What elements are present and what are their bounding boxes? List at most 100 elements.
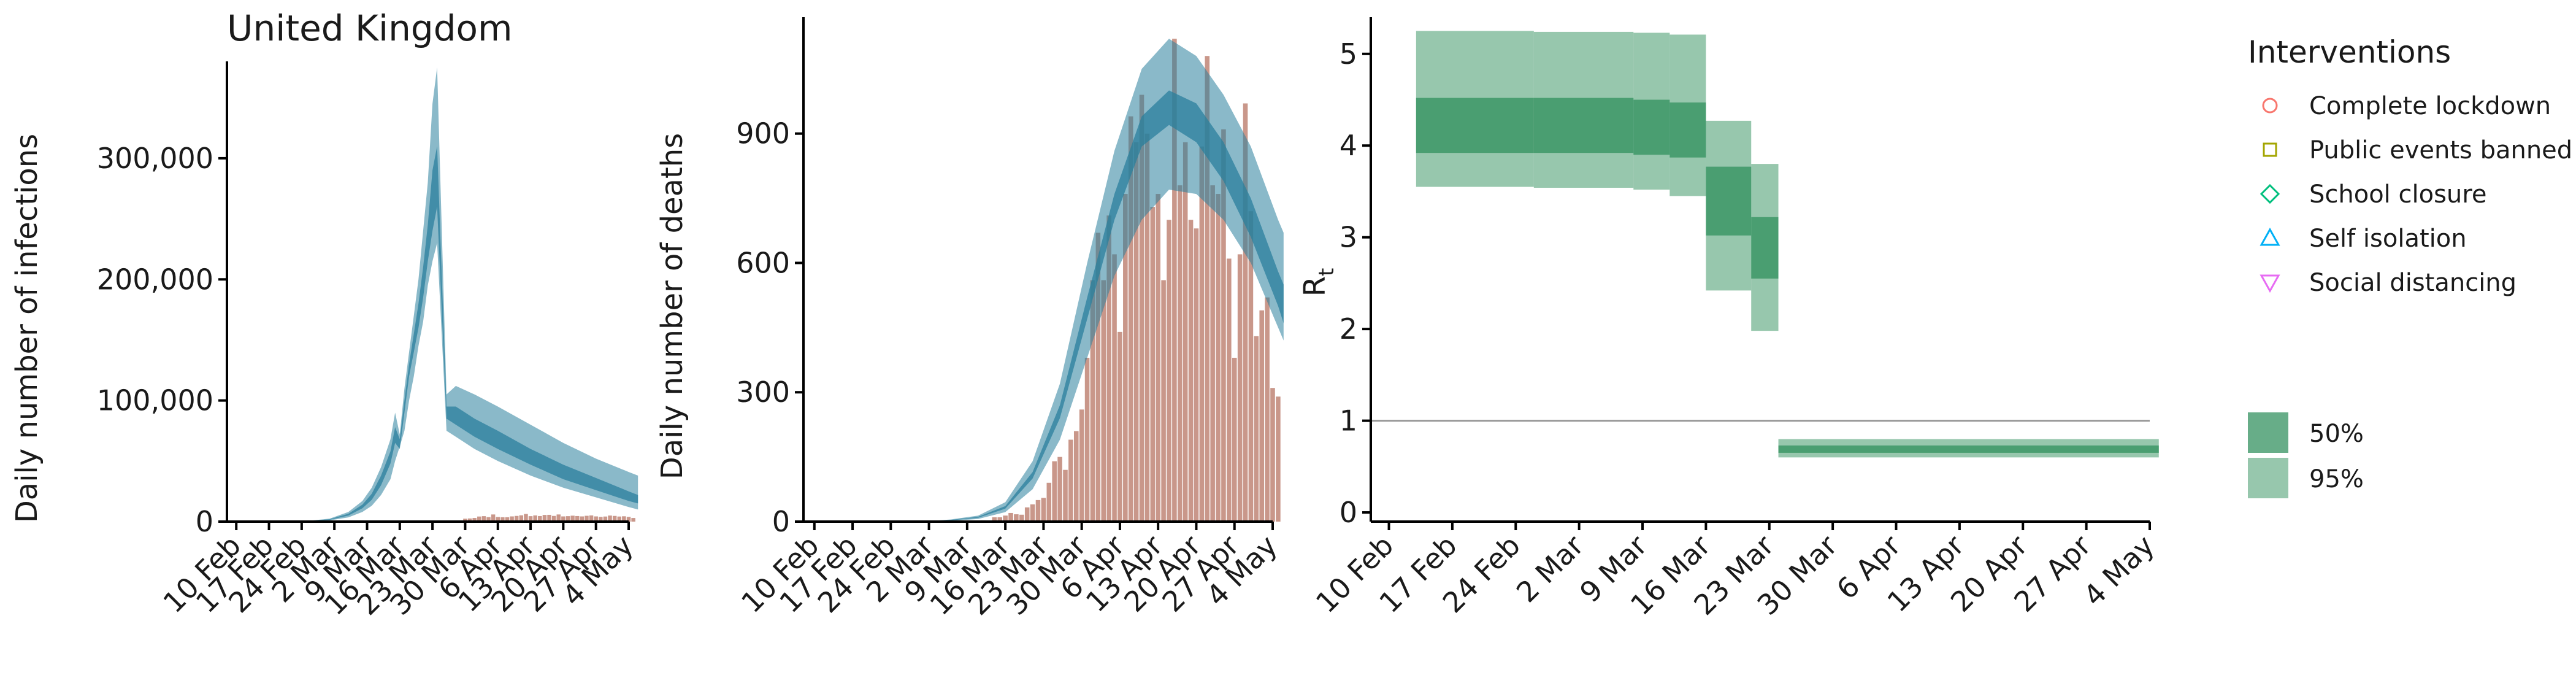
- observed-bar: [1199, 146, 1205, 522]
- rt-band-50: [1751, 217, 1779, 279]
- observed-bar: [561, 516, 565, 522]
- observed-bar: [1123, 194, 1128, 522]
- observed-bar: [491, 514, 496, 522]
- observed-bar: [1232, 358, 1237, 522]
- observed-bar: [1024, 507, 1030, 522]
- x-tick-label: 2 Mar: [1510, 529, 1590, 609]
- observed-bar: [1106, 215, 1111, 522]
- rt-band-50: [1416, 98, 1534, 153]
- observed-bar: [1073, 431, 1079, 522]
- legend-ci-swatch: [2248, 458, 2288, 498]
- x-tick-label: 4 May: [2077, 529, 2160, 612]
- observed-bar: [997, 517, 1003, 522]
- rt-band-50: [1533, 98, 1634, 153]
- y-tick-label: 300,000: [97, 142, 213, 175]
- observed-bar: [570, 515, 575, 522]
- observed-bar: [1161, 280, 1166, 522]
- y-tick-label: 600: [736, 246, 790, 279]
- observed-bar: [524, 514, 528, 522]
- legend-symbol-triangle-up: [2260, 227, 2280, 246]
- observed-bar: [1101, 280, 1106, 522]
- observed-bar: [1270, 388, 1275, 522]
- y-tick-label: 200,000: [97, 263, 213, 296]
- legend-item-label: Social distancing: [2309, 269, 2517, 297]
- observed-bar: [585, 515, 589, 522]
- y-axis-label: Rt: [1298, 268, 1339, 297]
- observed-bar: [528, 516, 533, 522]
- observed-bar: [1041, 498, 1046, 522]
- rt-band-50: [1669, 102, 1706, 158]
- observed-bar: [542, 515, 547, 522]
- observed-bar: [1243, 103, 1248, 522]
- observed-bar: [1205, 56, 1210, 522]
- observed-bar: [1035, 500, 1041, 522]
- observed-bar: [556, 514, 561, 522]
- observed-bar: [1133, 142, 1139, 522]
- legend-symbol-square: [2263, 142, 2277, 157]
- legend-item-label: School closure: [2309, 180, 2486, 209]
- observed-bar: [481, 516, 486, 522]
- legend-ci-swatch: [2248, 412, 2288, 453]
- legend-ci-label: 50%: [2309, 420, 2364, 448]
- observed-bar: [1221, 129, 1226, 522]
- observed-bar: [551, 515, 556, 522]
- observed-bar: [1177, 185, 1183, 522]
- observed-bar: [1063, 469, 1068, 522]
- y-tick-label: 0: [1340, 496, 1357, 529]
- rt-band-50: [1778, 445, 2159, 453]
- y-tick-label: 100,000: [97, 384, 213, 417]
- rt-band-50: [1706, 166, 1752, 236]
- observed-bar: [1112, 254, 1117, 522]
- chart-title: United Kingdom: [227, 7, 513, 49]
- y-tick-label: 4: [1340, 129, 1357, 162]
- observed-bar: [1117, 331, 1122, 522]
- observed-bar: [1188, 220, 1194, 522]
- legend: Interventions Complete lockdown Public eve…: [2248, 34, 2572, 498]
- observed-bar: [631, 518, 635, 522]
- observed-bar: [1090, 280, 1095, 522]
- observed-bar: [1128, 116, 1133, 522]
- observed-bar: [1227, 258, 1232, 522]
- y-tick-label: 900: [736, 117, 790, 150]
- observed-bar: [1095, 233, 1101, 522]
- legend-item-label: Public events banned: [2309, 136, 2572, 164]
- observed-bar: [603, 516, 608, 522]
- y-tick-label: 0: [196, 505, 213, 538]
- observed-bar: [1068, 439, 1073, 522]
- observed-bar: [496, 517, 500, 522]
- observed-bar: [1144, 133, 1150, 522]
- observed-bar: [1248, 211, 1254, 522]
- observed-bar: [472, 518, 477, 522]
- observed-bar: [477, 516, 481, 522]
- band-50: [236, 146, 638, 522]
- legend-title: Interventions: [2248, 34, 2451, 70]
- observed-bar: [467, 518, 472, 522]
- observed-bar: [608, 515, 612, 522]
- observed-bar: [599, 517, 603, 522]
- observed-bar: [1139, 95, 1144, 522]
- observed-bar: [565, 516, 570, 522]
- observed-bar: [1172, 39, 1177, 522]
- observed-bar: [626, 517, 631, 522]
- observed-bar: [1046, 482, 1052, 522]
- legend-ci-label: 95%: [2309, 465, 2364, 493]
- observed-bar: [463, 519, 467, 522]
- observed-bar: [575, 515, 580, 522]
- y-axis-label: Daily number of deaths: [655, 133, 689, 480]
- y-tick-label: 2: [1340, 312, 1357, 345]
- band-95: [814, 39, 1284, 522]
- legend-item-label: Complete lockdown: [2309, 92, 2551, 120]
- observed-bar: [500, 517, 505, 522]
- observed-bar: [1156, 194, 1160, 522]
- observed-bar: [1052, 461, 1057, 522]
- y-tick-label: 3: [1340, 221, 1357, 254]
- observed-bar: [1030, 504, 1035, 522]
- legend-symbol-triangle-down: [2260, 274, 2280, 293]
- y-tick-label: 300: [736, 376, 790, 409]
- observed-bar: [1084, 358, 1090, 522]
- observed-bar: [1150, 207, 1156, 522]
